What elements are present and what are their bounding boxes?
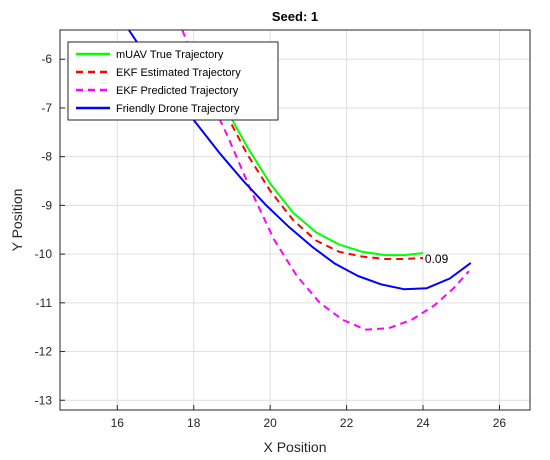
- legend: mUAV True Trajectory EKF Estimated Trajec…: [67, 41, 279, 121]
- x-tick-label: 18: [187, 416, 201, 430]
- legend-entry: Friendly Drone Trajectory: [116, 103, 240, 115]
- plot-series: [127, 30, 472, 331]
- series-line-2: [181, 30, 470, 331]
- series-line-1: [200, 58, 424, 260]
- chart-title: Seed: 1: [272, 9, 318, 24]
- x-tick-label: 22: [340, 416, 354, 430]
- y-axis-label: Y Position: [9, 189, 25, 252]
- axes-box: [59, 29, 531, 411]
- x-tick-label: 20: [263, 416, 277, 430]
- y-tick-label: -9: [41, 198, 52, 212]
- x-tick-label: 26: [493, 416, 507, 430]
- y-tick-label: -13: [35, 393, 53, 407]
- annotation-label: 0.09: [425, 252, 449, 266]
- legend-entry: EKF Predicted Trajectory: [116, 85, 239, 97]
- legend-entry: mUAV True Trajectory: [116, 49, 224, 61]
- legend-entry: EKF Estimated Trajectory: [116, 67, 241, 79]
- y-tick-label: -11: [36, 296, 53, 310]
- series-line-0: [200, 58, 424, 257]
- y-tick-label: -10: [35, 247, 53, 261]
- annotations: 0.09: [425, 252, 449, 266]
- axis-ticks: 16 18 20 22 24 26 -13 -12 -11 -10 -9 -8 -7 -6: [35, 52, 507, 430]
- y-tick-label: -8: [41, 150, 52, 164]
- y-tick-label: -7: [41, 101, 52, 115]
- x-axis-label: X Position: [263, 439, 326, 455]
- y-tick-label: -6: [41, 52, 52, 66]
- x-tick-label: 24: [416, 416, 430, 430]
- y-tick-label: -12: [35, 345, 53, 359]
- x-tick-label: 16: [111, 416, 125, 430]
